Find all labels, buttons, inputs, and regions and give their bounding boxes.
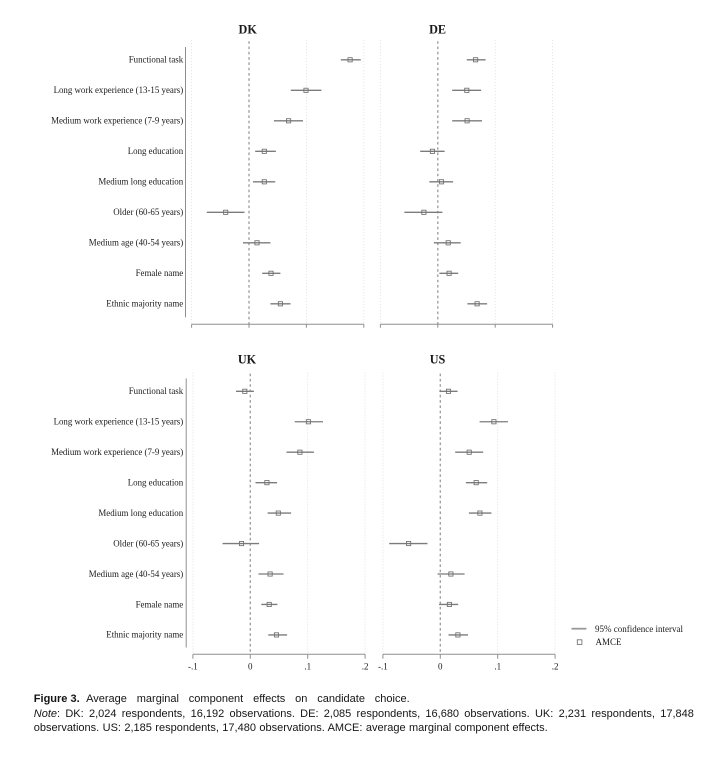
svg-text:Medium age (40-54 years): Medium age (40-54 years) — [89, 238, 183, 248]
svg-text:Ethnic majority name: Ethnic majority name — [106, 630, 183, 640]
svg-text:Medium work experience (7-9 ye: Medium work experience (7-9 years) — [51, 116, 183, 126]
svg-text:DK: DK — [239, 23, 258, 37]
svg-text:Functional task: Functional task — [129, 55, 184, 65]
svg-text:Female name: Female name — [136, 599, 184, 609]
svg-text:.2: .2 — [552, 662, 559, 672]
svg-text:0: 0 — [438, 662, 443, 672]
svg-text:95% confidence interval: 95% confidence interval — [595, 624, 683, 634]
svg-text:Ethnic majority name: Ethnic majority name — [106, 299, 183, 309]
svg-text:-.1: -.1 — [188, 662, 198, 672]
svg-text:Medium age (40-54 years): Medium age (40-54 years) — [89, 569, 183, 579]
svg-text:DE: DE — [429, 23, 446, 37]
svg-text:.1: .1 — [494, 662, 501, 672]
svg-text:Long education: Long education — [128, 477, 184, 487]
svg-text:Long work experience (13-15 ye: Long work experience (13-15 years) — [54, 85, 184, 95]
svg-text:US: US — [430, 353, 446, 367]
svg-text:Medium work experience (7-9 ye: Medium work experience (7-9 years) — [51, 447, 183, 457]
svg-text:Long education: Long education — [128, 146, 184, 156]
svg-text:.1: .1 — [304, 662, 311, 672]
svg-text:AMCE: AMCE — [596, 637, 623, 647]
svg-text:Long work experience (13-15 ye: Long work experience (13-15 years) — [54, 417, 184, 427]
svg-text:Medium long education: Medium long education — [98, 508, 183, 518]
svg-text:.2: .2 — [362, 662, 369, 672]
svg-text:Older (60-65 years): Older (60-65 years) — [113, 538, 183, 548]
svg-text:-.1: -.1 — [378, 662, 388, 672]
svg-text:0: 0 — [248, 662, 253, 672]
svg-text:Medium long education: Medium long education — [98, 177, 183, 187]
svg-text:Functional task: Functional task — [129, 386, 184, 396]
svg-text:Older (60-65 years): Older (60-65 years) — [113, 207, 183, 217]
svg-text:Female name: Female name — [136, 268, 184, 278]
svg-text:UK: UK — [238, 353, 257, 367]
